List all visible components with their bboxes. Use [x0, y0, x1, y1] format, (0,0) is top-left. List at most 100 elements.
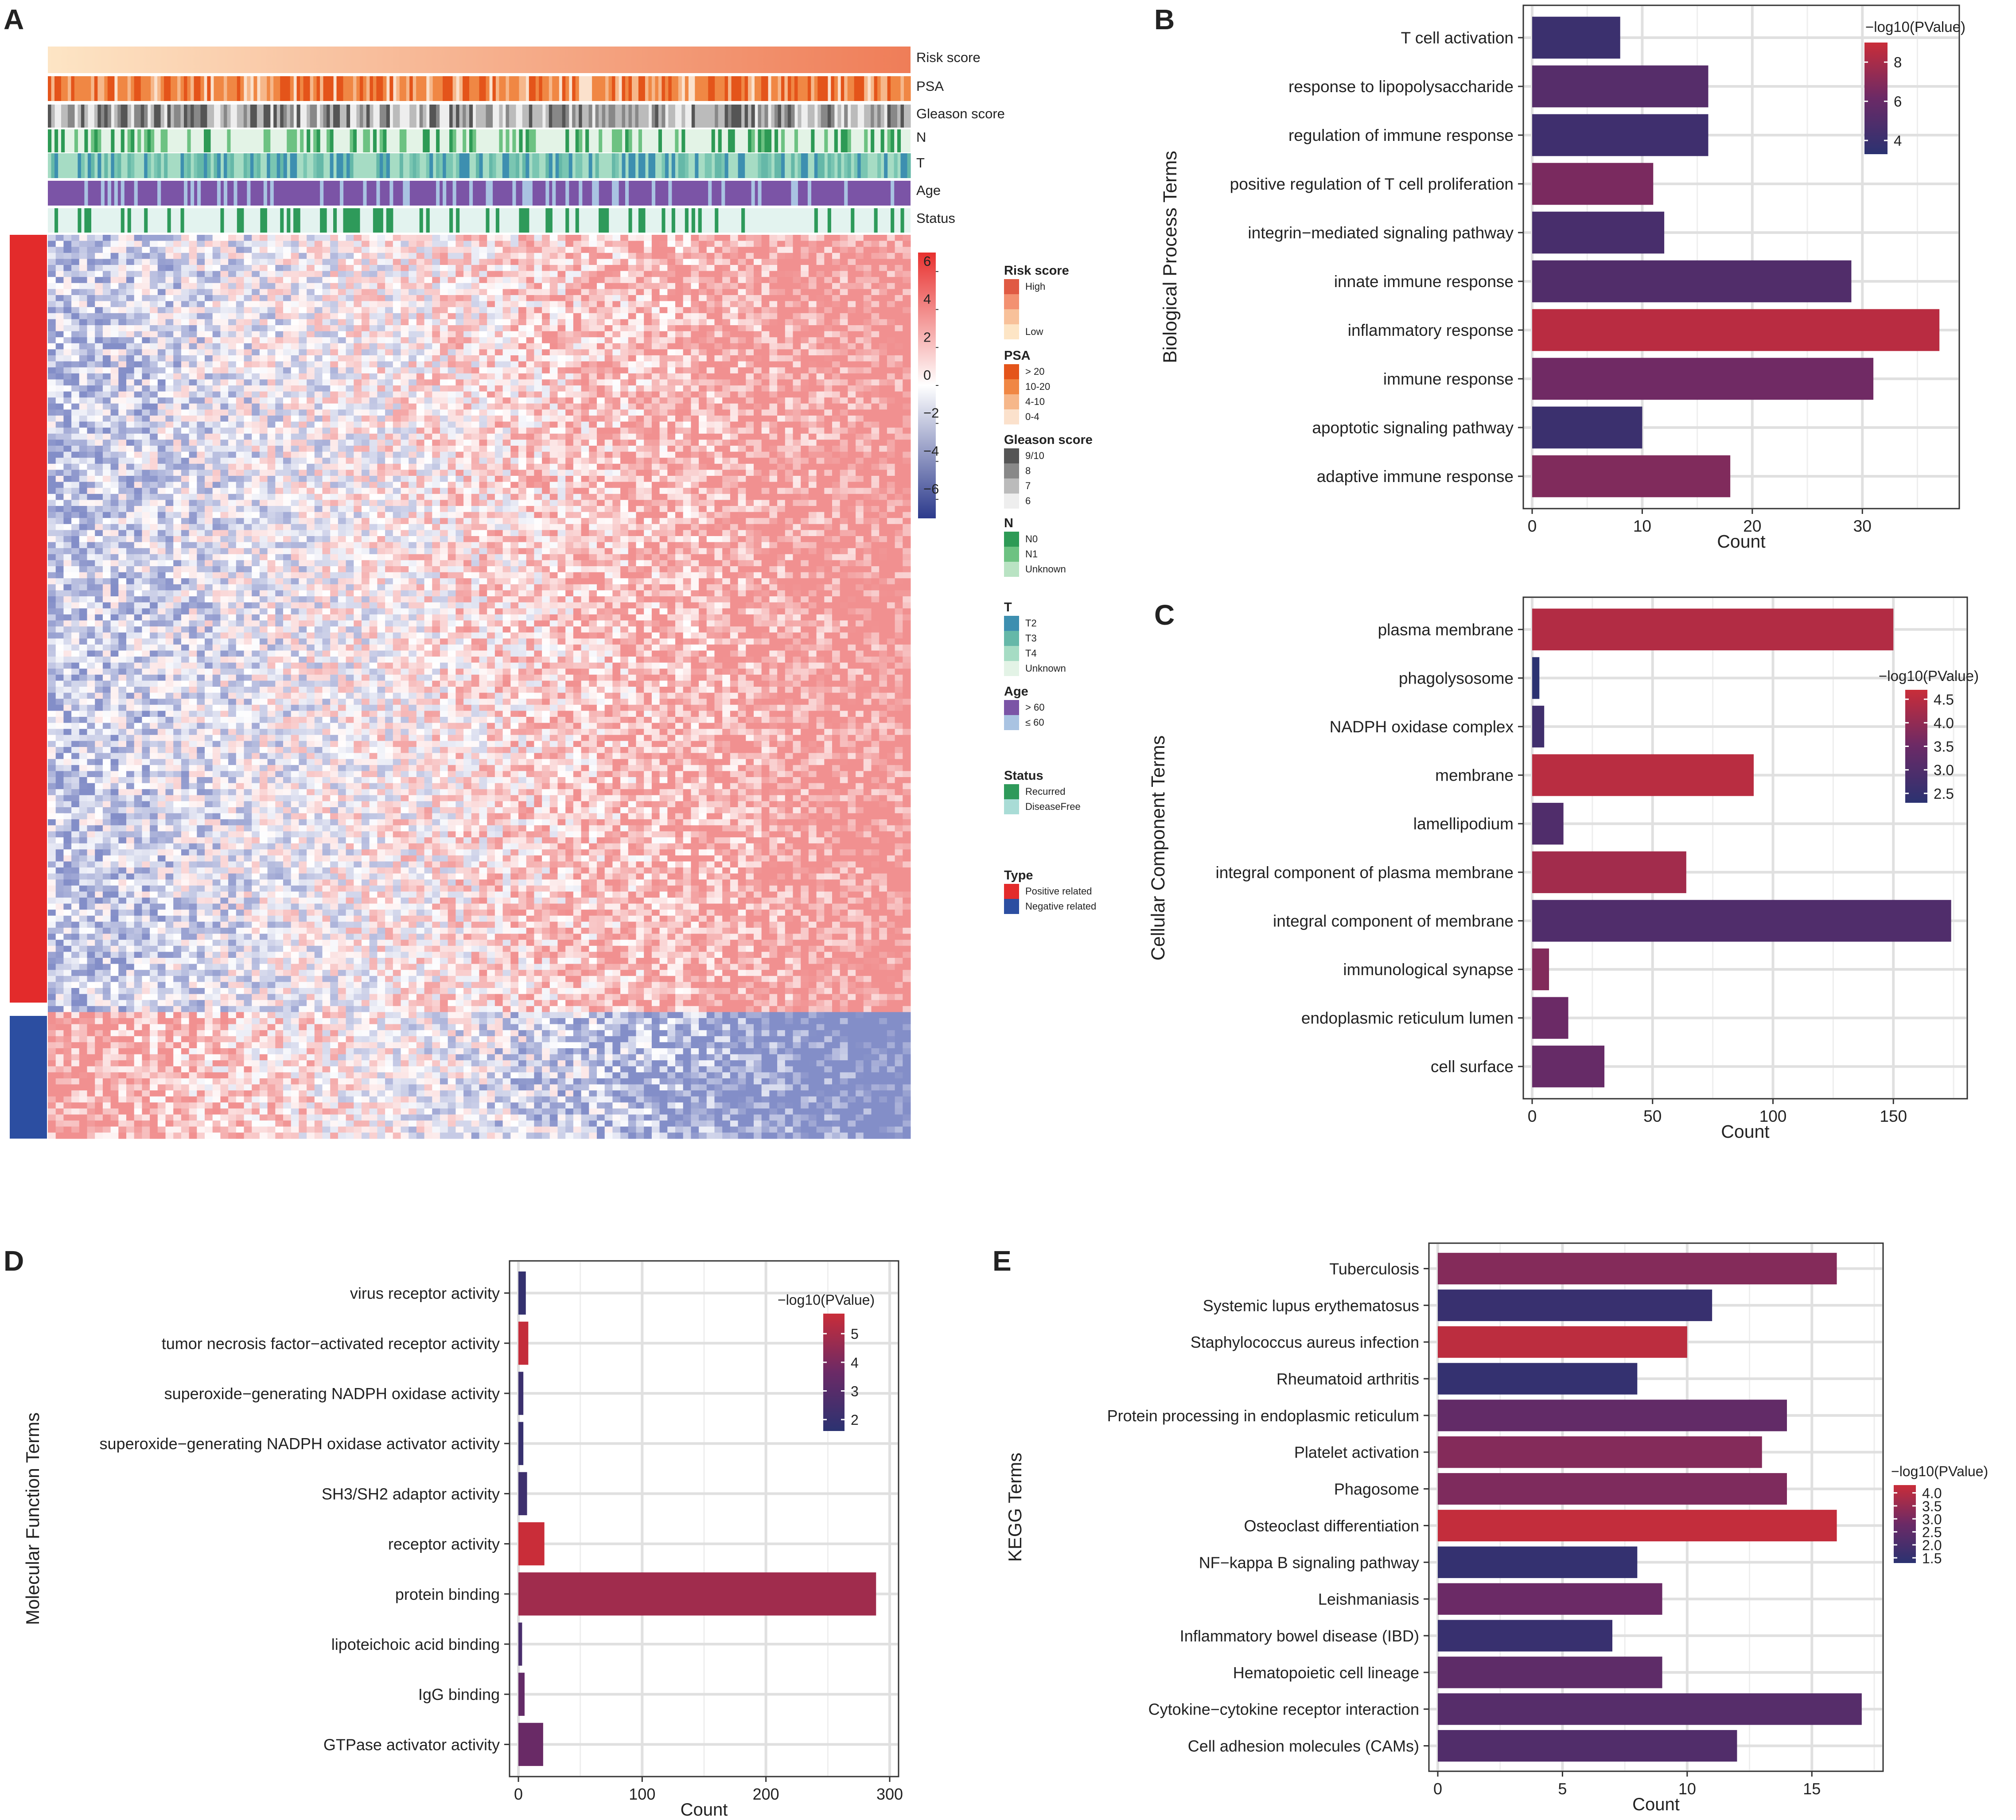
heatmap-cell	[463, 385, 472, 392]
heatmap-cell	[150, 337, 158, 344]
track-cell	[662, 105, 666, 128]
track-cell	[54, 208, 58, 233]
heatmap-cell	[252, 295, 260, 302]
heatmap-cell	[362, 253, 370, 259]
heatmap-cell	[440, 367, 448, 374]
track-cell	[134, 76, 138, 101]
heatmap-cell	[840, 391, 848, 398]
heatmap-cell	[714, 253, 723, 259]
heatmap-cell	[118, 337, 127, 344]
track-cell	[419, 76, 423, 101]
track-cell	[648, 76, 652, 101]
heatmap-cell	[793, 439, 801, 446]
heatmap-cell	[252, 241, 260, 247]
heatmap-cell	[816, 325, 825, 332]
track-cell	[426, 208, 430, 233]
heatmap-cell	[236, 253, 244, 259]
heatmap-cell	[722, 277, 731, 284]
heatmap-cell	[557, 416, 566, 422]
heatmap-cell	[409, 397, 417, 404]
heatmap-cell	[549, 403, 558, 410]
heatmap-cell	[597, 403, 605, 410]
track-cell	[379, 153, 383, 178]
track-cell	[668, 76, 672, 101]
heatmap-cell	[824, 379, 833, 386]
heatmap-cell	[71, 343, 80, 350]
track-cell	[562, 153, 566, 178]
heatmap-cell	[738, 391, 746, 398]
heatmap-cell	[526, 379, 534, 386]
heatmap-cell	[197, 259, 205, 265]
heatmap-cell	[502, 301, 511, 307]
heatmap-cell	[165, 337, 174, 344]
heatmap-cell	[126, 247, 135, 253]
heatmap-cell	[714, 337, 723, 344]
heatmap-cell	[48, 265, 56, 272]
heatmap-cell	[95, 271, 103, 277]
heatmap-cell	[252, 235, 260, 241]
heatmap-cell	[612, 247, 621, 253]
heatmap-cell	[667, 319, 676, 326]
heatmap-cell	[79, 433, 87, 440]
heatmap-cell	[87, 433, 95, 440]
heatmap-cell	[510, 355, 519, 362]
heatmap-cell	[393, 253, 401, 259]
heatmap-cell	[565, 325, 574, 332]
heatmap-cell	[706, 247, 715, 253]
heatmap-cell	[714, 403, 723, 410]
heatmap-cell	[494, 235, 503, 241]
heatmap-cell	[377, 319, 385, 326]
heatmap-cell	[150, 458, 158, 464]
heatmap-cell	[275, 271, 284, 277]
heatmap-cell	[267, 409, 276, 416]
heatmap-cell	[502, 416, 511, 422]
heatmap-cell	[573, 301, 582, 307]
heatmap-cell	[354, 265, 362, 272]
track-cell	[84, 76, 88, 101]
heatmap-cell	[102, 428, 111, 434]
heatmap-cell	[895, 416, 903, 422]
heatmap-cell	[385, 367, 393, 374]
heatmap-cell	[197, 458, 205, 464]
heatmap-cell	[644, 361, 652, 368]
heatmap-cell	[354, 271, 362, 277]
heatmap-cell	[55, 313, 64, 319]
heatmap-cell	[322, 343, 331, 350]
track-cell	[111, 153, 115, 178]
heatmap-cell	[205, 325, 213, 332]
heatmap-cell	[722, 343, 731, 350]
heatmap-cell	[542, 241, 550, 247]
heatmap-cell	[612, 235, 621, 241]
heatmap-cell	[173, 451, 182, 458]
heatmap-cell	[824, 259, 833, 265]
heatmap-cell	[597, 241, 605, 247]
heatmap-cell	[659, 277, 668, 284]
heatmap-cell	[307, 253, 315, 259]
heatmap-cell	[801, 241, 809, 247]
track-cell	[758, 105, 762, 128]
heatmap-cell	[903, 337, 911, 344]
heatmap-cell	[346, 331, 354, 338]
track-cell	[671, 76, 675, 101]
heatmap-cell	[863, 271, 872, 277]
track-cell	[642, 76, 646, 101]
heatmap-cell	[651, 349, 660, 356]
heatmap-cell	[181, 355, 190, 362]
track-cell	[565, 181, 569, 206]
heatmap-cell	[863, 458, 872, 464]
heatmap-cell	[604, 373, 613, 380]
heatmap-cell	[895, 373, 903, 380]
heatmap-cell	[307, 271, 315, 277]
heatmap-cell	[808, 307, 817, 314]
track-cell	[124, 76, 128, 101]
heatmap-cell	[150, 361, 158, 368]
heatmap-cell	[848, 289, 856, 296]
heatmap-cell	[793, 295, 801, 302]
heatmap-cell	[95, 277, 103, 284]
heatmap-cell	[777, 397, 786, 404]
heatmap-cell	[87, 367, 95, 374]
track-cell	[771, 105, 775, 128]
heatmap-cell	[346, 391, 354, 398]
heatmap-cell	[683, 361, 691, 368]
heatmap-cell	[644, 409, 652, 416]
